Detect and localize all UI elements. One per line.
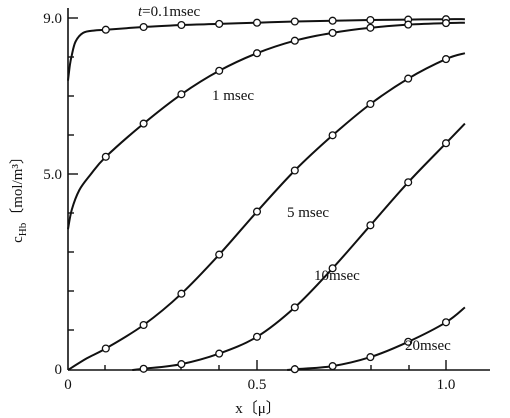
series-4 — [132, 122, 466, 373]
data-point — [328, 362, 337, 371]
data-point — [441, 19, 451, 28]
data-point — [290, 303, 299, 312]
x-tick-label: 0 — [64, 377, 72, 393]
data-point — [177, 90, 186, 99]
data-point — [215, 19, 224, 28]
data-point — [366, 221, 375, 230]
data-point — [177, 360, 186, 369]
y-tick-label: 5.0 — [43, 167, 62, 183]
curve-label-t01: t=0.1msec — [138, 4, 201, 20]
data-point — [101, 25, 110, 34]
data-point — [139, 364, 148, 373]
data-point — [139, 119, 148, 128]
curve-label-t01-var: t — [138, 4, 143, 20]
data-point — [328, 264, 337, 273]
y-axis-label-main: c — [10, 236, 26, 243]
data-point — [290, 365, 299, 374]
curve-label-20msec: 20msec — [405, 338, 451, 354]
data-point — [441, 318, 451, 327]
data-point — [404, 74, 413, 83]
x-tick-label: 0.5 — [248, 377, 267, 393]
data-point — [139, 320, 148, 330]
series-3 — [67, 52, 466, 371]
curve-label-10msec: 10msec — [314, 268, 360, 284]
x-axis-label: x〔μ〕 — [235, 400, 281, 417]
y-axis-label-sub: Hb — [17, 222, 29, 236]
data-point — [215, 66, 224, 75]
series-5 — [287, 306, 466, 374]
data-point — [177, 289, 186, 298]
data-point — [441, 139, 451, 148]
data-point — [441, 55, 451, 64]
data-point — [290, 166, 299, 175]
data-point — [366, 353, 375, 362]
series-line — [67, 52, 466, 371]
data-point — [404, 178, 413, 187]
curve-label-5msec: 5 msec — [287, 205, 329, 221]
curve-label-t01-text: =0.1msec — [142, 4, 200, 20]
data-point — [328, 16, 337, 25]
data-point — [366, 99, 375, 109]
y-tick-label: 9.0 — [43, 11, 62, 27]
series-line — [132, 122, 466, 371]
data-point — [404, 20, 413, 29]
data-point — [404, 337, 413, 346]
data-point — [215, 349, 224, 358]
y-axis-label: cHb〔mol/m³〕 — [9, 149, 29, 243]
data-point — [366, 23, 375, 32]
data-point — [215, 250, 224, 259]
data-point — [328, 131, 337, 140]
y-tick-label: 0 — [55, 362, 63, 378]
curve-label-1msec: 1 msec — [212, 88, 254, 104]
series-2 — [67, 19, 465, 230]
data-point — [252, 207, 262, 216]
data-point — [139, 22, 148, 32]
data-point — [252, 18, 262, 27]
data-point — [290, 36, 299, 45]
data-point — [252, 49, 262, 58]
data-point — [177, 20, 186, 30]
data-point — [101, 152, 110, 161]
data-point — [328, 28, 337, 37]
y-axis-label-unit: 〔mol/m³〕 — [9, 149, 26, 223]
x-tick-label: 1.0 — [437, 377, 456, 393]
series-layer — [67, 15, 466, 374]
data-point — [366, 15, 375, 25]
data-point — [101, 344, 110, 353]
data-point — [290, 17, 299, 26]
data-point — [252, 332, 262, 341]
series-line — [67, 21, 465, 230]
